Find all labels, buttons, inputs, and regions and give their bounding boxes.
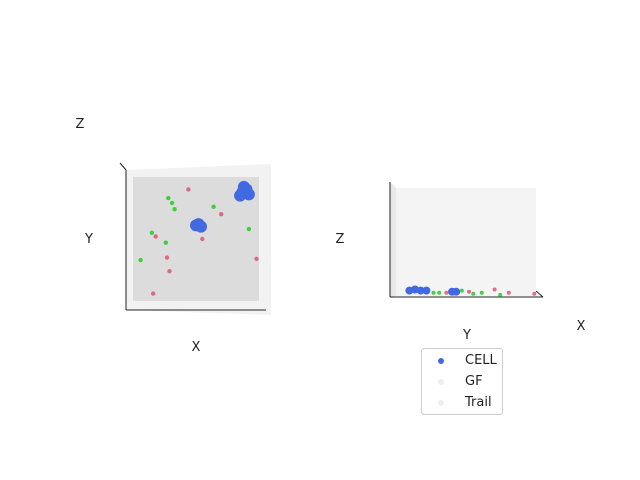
gf-point: [246, 226, 252, 232]
trail-point: [467, 289, 471, 294]
side-pane: [390, 182, 396, 297]
x-axis-label: X: [577, 319, 586, 334]
trail-point: [186, 187, 191, 192]
cell-point: [234, 189, 247, 202]
gf-point: [172, 207, 177, 212]
trail-point: [492, 287, 497, 292]
gf-point: [163, 240, 168, 245]
trail-point: [167, 269, 172, 274]
floor-pane: [133, 177, 259, 301]
cell-point: [452, 287, 461, 296]
z-axis-label: Z: [76, 117, 85, 132]
legend: CELL GF Trail: [421, 348, 503, 415]
gf-point: [459, 288, 464, 293]
trail-point: [532, 291, 537, 296]
legend-marker-trail: [438, 400, 444, 406]
z-axis-stub: [119, 162, 127, 171]
trail-point: [200, 236, 205, 242]
gf-point: [138, 257, 143, 263]
trail-point: [254, 256, 259, 261]
trail-point: [219, 212, 224, 217]
gf-point: [471, 291, 476, 296]
y-axis-label: Y: [462, 328, 471, 343]
panel-side-view: X Y Z: [336, 182, 586, 343]
legend-label-gf: GF: [465, 374, 483, 389]
legend-item-gf: GF: [422, 372, 502, 393]
legend-marker-cell: [438, 358, 444, 364]
cell-point: [416, 286, 425, 295]
z-axis-label: Z: [336, 232, 345, 247]
gf-point: [149, 230, 155, 235]
legend-item-cell: CELL: [422, 351, 502, 372]
trail-point: [153, 234, 158, 239]
x-axis-label: X: [192, 340, 201, 355]
gf-point: [431, 290, 436, 295]
legend-label-trail: Trail: [465, 395, 492, 410]
legend-label-cell: CELL: [465, 353, 497, 368]
gf-point: [498, 292, 503, 297]
gf-point: [211, 204, 216, 209]
x-axis-end: [535, 290, 544, 298]
cell-point: [422, 286, 431, 295]
cell-point: [195, 220, 207, 233]
side-view-points: [405, 285, 537, 297]
y-axis-label: Y: [84, 232, 93, 247]
legend-marker-gf: [438, 379, 444, 385]
panel-top-view: X Y Z: [76, 117, 271, 355]
gf-point: [437, 290, 442, 295]
back-pane: [396, 188, 536, 296]
gf-point: [169, 200, 175, 206]
top-view-points: [138, 180, 259, 296]
trail-point: [151, 291, 156, 296]
trail-point: [506, 290, 511, 295]
legend-item-trail: Trail: [422, 393, 502, 414]
trail-point: [444, 290, 449, 295]
gf-point: [479, 290, 484, 295]
gf-point: [166, 195, 171, 201]
trail-point: [164, 255, 170, 260]
